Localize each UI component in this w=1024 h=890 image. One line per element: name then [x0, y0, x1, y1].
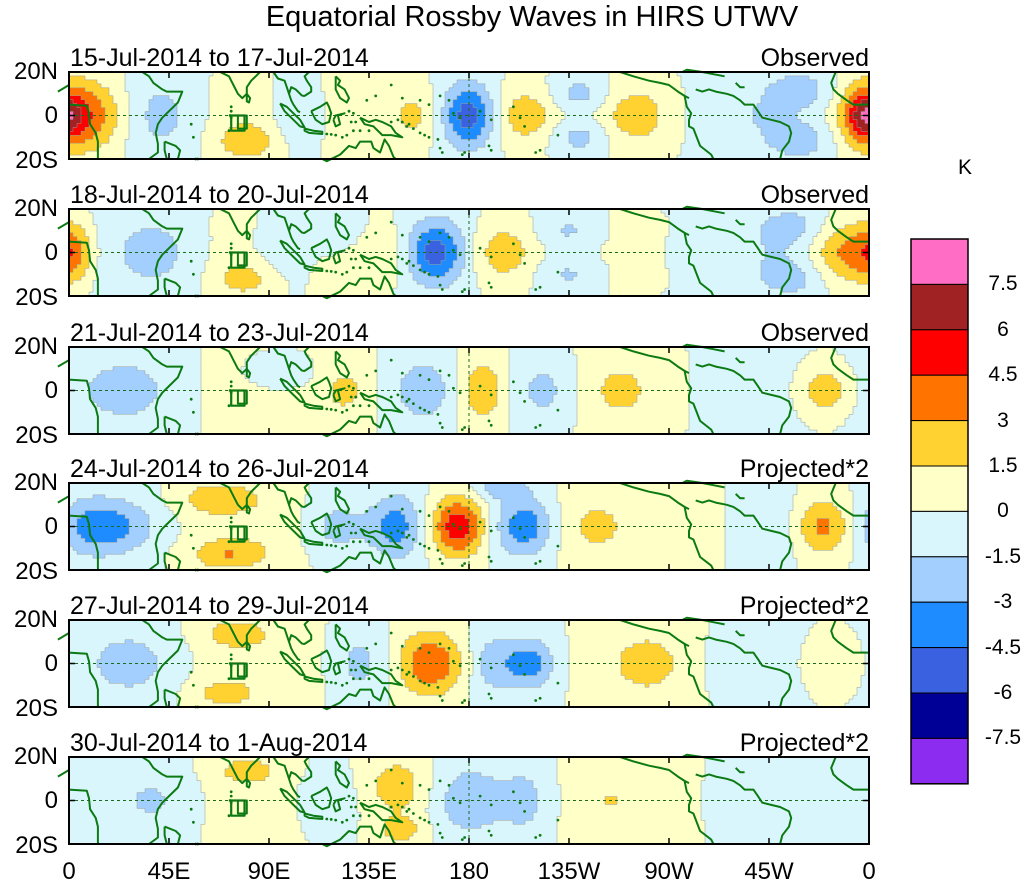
lon-tick-label: 135W — [529, 858, 609, 886]
contour-lines — [69, 209, 869, 296]
colorbar — [910, 238, 969, 785]
lon-tick-label: 0 — [829, 858, 909, 886]
panel-date-range: 27-Jul-2014 to 29-Jul-2014 — [70, 592, 369, 620]
panel-1 — [57, 68, 870, 163]
lat-tick-label: 20N — [0, 59, 58, 85]
colorbar-swatch — [910, 601, 969, 649]
contour-lines — [69, 72, 869, 159]
lat-tick-label: 0 — [0, 239, 58, 266]
colorbar-swatch — [910, 329, 969, 376]
panel-6 — [57, 753, 870, 848]
colorbar-swatch — [910, 556, 969, 603]
colorbar-swatch — [910, 238, 969, 285]
lat-tick-label: 20N — [0, 744, 58, 770]
panel-date-range: 21-Jul-2014 to 23-Jul-2014 — [70, 319, 369, 347]
colorbar-level-label: 1.5 — [978, 455, 1024, 477]
lat-tick-label: 20S — [0, 285, 58, 311]
lat-tick-label: 0 — [0, 513, 58, 540]
panel-date-range: 15-Jul-2014 to 17-Jul-2014 — [70, 44, 369, 72]
colorbar-level-label: 7.5 — [978, 273, 1024, 295]
lon-tick-label: 180 — [429, 858, 509, 886]
panel-3 — [57, 343, 870, 438]
lat-tick-label: 20N — [0, 334, 58, 360]
contour-field — [69, 347, 870, 435]
colorbar-level-label: 3 — [978, 409, 1024, 432]
lat-tick-label: 0 — [0, 377, 58, 404]
colorbar-swatch — [910, 647, 969, 694]
lat-tick-label: 20S — [0, 833, 58, 859]
contour-field — [69, 209, 870, 297]
colorbar-level-label: -3 — [978, 591, 1024, 613]
lat-tick-label: 20N — [0, 196, 58, 222]
lat-tick-label: 20S — [0, 559, 58, 585]
panel-type-label: Observed — [761, 44, 869, 72]
colorbar-swatch — [910, 283, 969, 331]
colorbar-swatch — [910, 510, 969, 558]
lat-tick-label: 20S — [0, 148, 58, 174]
panel-type-label: Observed — [761, 319, 869, 347]
contour-field — [69, 757, 870, 845]
panel-type-label: Projected*2 — [740, 729, 869, 757]
lat-tick-label: 0 — [0, 650, 58, 677]
coastlines — [57, 753, 869, 848]
colorbar-level-label: 6 — [978, 318, 1024, 341]
panel-type-label: Projected*2 — [740, 455, 869, 483]
panel-date-range: 18-Jul-2014 to 20-Jul-2014 — [70, 181, 369, 209]
lat-tick-label: 20N — [0, 470, 58, 496]
colorbar-level-label: -7.5 — [978, 727, 1024, 749]
lat-tick-label: 0 — [0, 102, 58, 129]
lat-tick-label: 20S — [0, 423, 58, 449]
lat-tick-label: 20S — [0, 696, 58, 722]
panel-4 — [57, 479, 870, 574]
lat-tick-label: 0 — [0, 787, 58, 814]
lat-tick-label: 20N — [0, 607, 58, 633]
coastlines — [57, 616, 869, 711]
panel-date-range: 24-Jul-2014 to 26-Jul-2014 — [70, 455, 369, 483]
lon-tick-label: 135E — [329, 858, 409, 886]
colorbar-swatch — [910, 737, 969, 785]
colorbar-level-label: -6 — [978, 682, 1024, 704]
panel-date-range: 30-Jul-2014 to 1-Aug-2014 — [70, 729, 367, 757]
coastlines — [57, 68, 869, 163]
contour-field — [69, 620, 870, 708]
colorbar-unit: K — [958, 156, 972, 180]
panel-type-label: Projected*2 — [740, 592, 869, 620]
chart-title: Equatorial Rossby Waves in HIRS UTWV — [0, 0, 1024, 34]
panel-5 — [57, 616, 870, 711]
colorbar-level-label: 0 — [978, 500, 1024, 522]
contour-lines — [88, 347, 858, 434]
panel-2 — [57, 205, 870, 300]
colorbar-swatch — [910, 374, 969, 422]
colorbar-swatch — [910, 692, 969, 739]
coastlines — [57, 343, 869, 438]
colorbar-level-label: -1.5 — [978, 545, 1024, 568]
contour-lines — [136, 757, 706, 844]
lon-tick-label: 45E — [129, 858, 209, 886]
lon-tick-label: 90W — [629, 858, 709, 886]
colorbar-level-label: 4.5 — [978, 364, 1024, 386]
lon-tick-label: 0 — [29, 858, 109, 886]
panel-type-label: Observed — [761, 181, 869, 209]
lon-tick-label: 45W — [729, 858, 809, 886]
colorbar-swatch — [910, 420, 969, 467]
lon-tick-label: 90E — [229, 858, 309, 886]
colorbar-level-label: -4.5 — [978, 636, 1024, 659]
colorbar-swatch — [910, 465, 969, 512]
